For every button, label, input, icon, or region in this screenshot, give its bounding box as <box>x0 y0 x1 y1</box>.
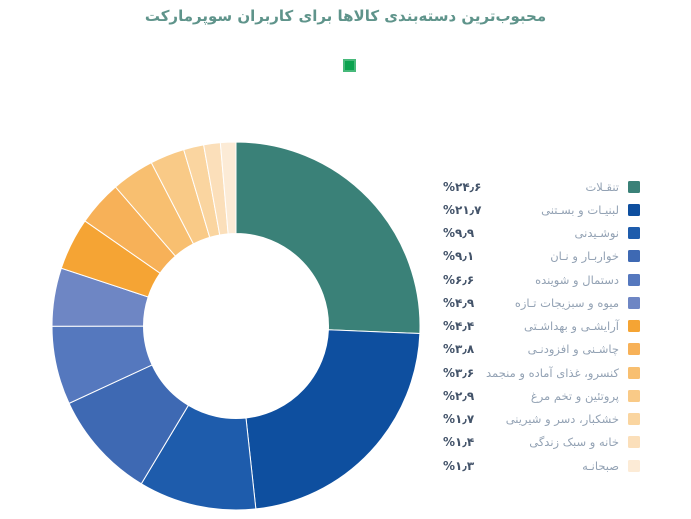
legend-label: صبحانـه <box>582 458 619 473</box>
legend-item[interactable]: %۳٫۶ کنسرو، غذای آماده و منجمد <box>443 361 640 384</box>
legend-label-group: چاشـنی و افزودنـی <box>528 342 640 356</box>
legend-swatch-icon <box>628 459 640 472</box>
legend-label: خانه و سبک زندگی <box>529 435 619 450</box>
legend-swatch-icon <box>628 180 640 193</box>
legend-item[interactable]: %۲۴٫۶ تنقـلات <box>443 175 640 198</box>
chart-title: محبوب‌ترین دسته‌بندی کالاها برای کاربران… <box>144 7 547 25</box>
legend-label: آرایشـی و بهداشـتی <box>523 319 619 334</box>
legend-label-group: خواربـار و نـان <box>550 249 640 263</box>
legend-item[interactable]: %۲۱٫۷ لبنیـات و بسـتنی <box>443 198 640 221</box>
legend-swatch-icon <box>628 250 640 263</box>
legend-item[interactable]: %۹٫۹ نوشـیدنی <box>443 222 640 245</box>
legend-label-group: صبحانـه <box>582 459 640 473</box>
legend-swatch-icon <box>628 413 640 426</box>
legend-percent: %۲۱٫۷ <box>443 202 482 217</box>
legend-item[interactable]: %۳٫۸ چاشـنی و افزودنـی <box>443 338 640 361</box>
legend-label-group: دستمال و شوینده <box>535 273 640 287</box>
donut-slice[interactable] <box>245 329 421 510</box>
legend-label: خواربـار و نـان <box>550 249 619 264</box>
legend-item[interactable]: %۴٫۹ میوه و سبزیجات تـازه <box>443 291 640 314</box>
legend-label: دستمال و شوینده <box>535 272 619 287</box>
legend-label: تنقـلات <box>585 179 619 194</box>
legend-label: چاشـنی و افزودنـی <box>527 342 619 357</box>
legend-label-group: آرایشـی و بهداشـتی <box>524 319 640 333</box>
legend-swatch-icon <box>628 203 640 216</box>
legend-label-group: پروتئین و تخم مرغ <box>531 389 640 403</box>
legend-swatch-icon <box>628 389 640 402</box>
donut-chart <box>51 141 421 511</box>
legend-swatch-icon <box>628 296 640 309</box>
legend-item[interactable]: %۴٫۴ آرایشـی و بهداشـتی <box>443 315 640 338</box>
legend-label-group: لبنیـات و بسـتنی <box>541 203 640 217</box>
legend-percent: %۹٫۱ <box>443 249 475 264</box>
legend-label: پروتئین و تخم مرغ <box>530 388 619 403</box>
legend-percent: %۴٫۹ <box>443 295 475 310</box>
series-marker-icon <box>343 59 356 72</box>
legend-item[interactable]: %۱٫۴ خانه و سبک زندگی <box>443 431 640 454</box>
legend-label-group: خانه و سبک زندگی <box>529 435 640 449</box>
legend-item[interactable]: %۹٫۱ خواربـار و نـان <box>443 245 640 268</box>
legend-swatch-icon <box>628 343 640 356</box>
legend-label: میوه و سبزیجات تـازه <box>514 295 619 310</box>
legend-label-group: نوشـیدنی <box>575 226 640 240</box>
legend-label: کنسرو، غذای آماده و منجمد <box>486 365 619 380</box>
legend-item[interactable]: %۱٫۳ صبحانـه <box>443 454 640 477</box>
legend-swatch-icon <box>628 436 640 449</box>
legend-percent: %۳٫۸ <box>443 342 475 357</box>
legend-percent: %۶٫۶ <box>443 272 475 287</box>
legend-label-group: خشکبار، دسر و شیرینی <box>506 412 640 426</box>
legend-label: نوشـیدنی <box>574 226 619 241</box>
legend-percent: %۴٫۴ <box>443 319 475 334</box>
legend-percent: %۹٫۹ <box>443 226 475 241</box>
legend-item[interactable]: %۶٫۶ دستمال و شوینده <box>443 268 640 291</box>
legend-swatch-icon <box>628 273 640 286</box>
legend-label-group: میوه و سبزیجات تـازه <box>515 296 640 310</box>
legend-item[interactable]: %۲٫۹ پروتئین و تخم مرغ <box>443 384 640 407</box>
legend-percent: %۳٫۶ <box>443 365 475 380</box>
legend-percent: %۱٫۳ <box>443 458 475 473</box>
legend-percent: %۱٫۷ <box>443 412 475 427</box>
legend-percent: %۲٫۹ <box>443 388 475 403</box>
legend-label: خشکبار، دسر و شیرینی <box>505 412 619 427</box>
legend-swatch-icon <box>628 366 640 379</box>
legend-swatch-icon <box>628 227 640 240</box>
legend-percent: %۱٫۴ <box>443 435 475 450</box>
legend-label-group: تنقـلات <box>585 180 640 194</box>
legend-label: لبنیـات و بسـتنی <box>541 202 619 217</box>
legend-percent: %۲۴٫۶ <box>443 179 482 194</box>
legend-item[interactable]: %۱٫۷ خشکبار، دسر و شیرینی <box>443 408 640 431</box>
donut-slice[interactable] <box>219 141 237 235</box>
legend-label-group: کنسرو، غذای آماده و منجمد <box>486 366 640 380</box>
legend: %۲۴٫۶ تنقـلات %۲۱٫۷ لبنیـات و بسـتنی %۹٫… <box>443 175 640 477</box>
donut-slice[interactable] <box>235 141 421 335</box>
legend-swatch-icon <box>628 320 640 333</box>
